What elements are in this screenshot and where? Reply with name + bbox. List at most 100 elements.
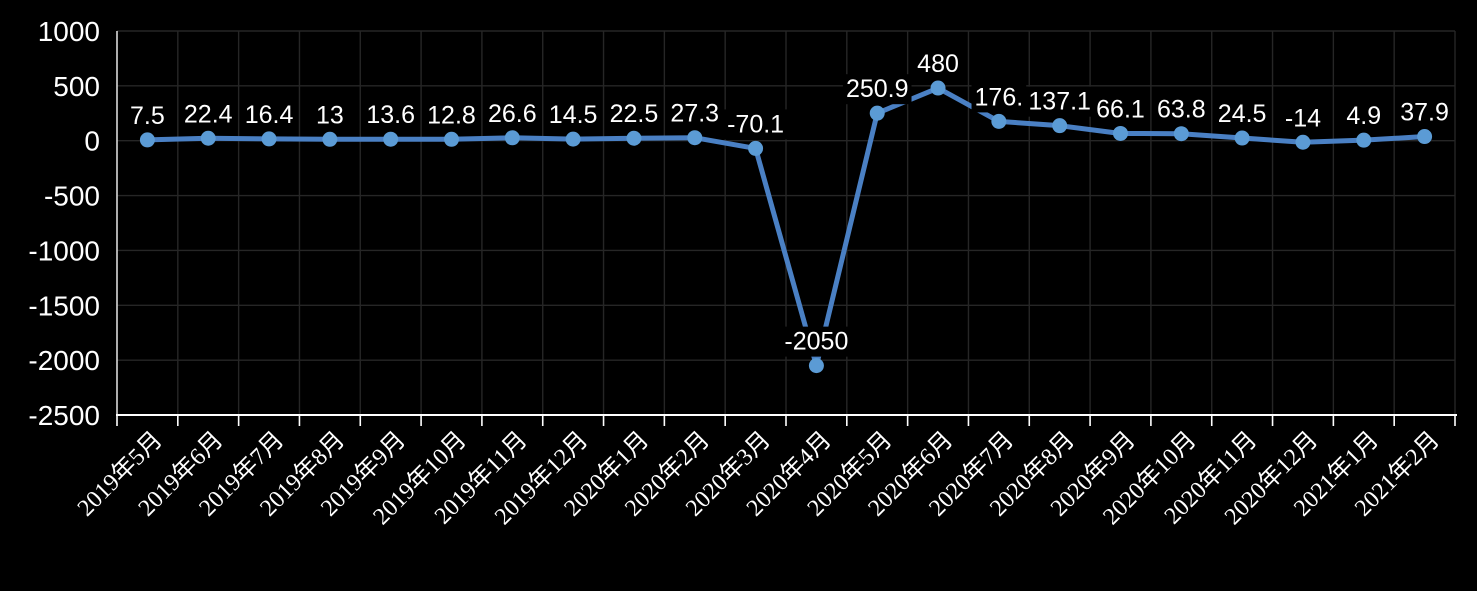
data-point-label: 16.4 [241, 99, 297, 130]
data-point-label: 63.8 [1153, 94, 1209, 125]
data-point-label-text: 16.4 [245, 101, 294, 129]
data-point-label: 7.5 [127, 100, 168, 131]
data-point-marker [1113, 125, 1128, 141]
data-point-label: 480 [914, 49, 962, 80]
data-point-label: 13.6 [363, 100, 419, 131]
data-point-label-text: 37.9 [1400, 99, 1449, 127]
data-point-label-bg [606, 99, 662, 130]
data-point-labels: 7.5 22.4 16.4 13 13.6 12.8 26.6 14.5 22.5 27.3 -70… [127, 49, 1452, 357]
data-point-marker [748, 140, 764, 156]
data-point-label-text: 66.1 [1096, 95, 1145, 123]
data-point-label-text: 14.5 [549, 101, 598, 129]
y-tick-label: -2500 [28, 400, 100, 431]
data-point-label-bg [1093, 94, 1148, 125]
data-point-marker [1052, 118, 1068, 134]
data-point-label: 4.9 [1343, 101, 1385, 132]
data-point-marker [687, 130, 703, 146]
data-point-label-text: 250.9 [846, 75, 909, 103]
data-point-label-text: 176. [975, 83, 1024, 111]
data-point-label-bg [424, 100, 479, 131]
data-point-label-bg [484, 98, 540, 129]
data-point-label: 13 [312, 100, 347, 131]
x-axis-tick-labels: 2019年5月2019年6月2019年7月2019年8月2019年9月2019年… [72, 426, 1445, 530]
data-point-marker [1173, 126, 1189, 142]
data-point-label: 22.4 [180, 99, 236, 130]
data-point-marker [808, 358, 824, 374]
data-point-label-text: 22.5 [610, 100, 659, 128]
data-point-label-bg [1025, 86, 1094, 117]
data-point-label-bg [1281, 103, 1325, 134]
data-point-label-text: 27.3 [670, 100, 719, 128]
data-point-label: 26.6 [484, 98, 540, 129]
data-point-label: -70.1 [724, 109, 788, 140]
data-point-marker [626, 130, 642, 146]
y-axis-tick-labels: 1000 500 0 -500 -1000 -1500 -2000 -2500 [28, 16, 100, 431]
data-point-marker [869, 105, 885, 121]
data-point-label-text: -14 [1285, 104, 1321, 132]
data-point-marker [1295, 134, 1311, 150]
data-point-label-bg [971, 82, 1027, 113]
data-point-markers [139, 80, 1433, 374]
data-point-label-bg [127, 100, 168, 131]
data-point-marker [1356, 132, 1372, 148]
y-tick-label: 500 [53, 71, 100, 102]
data-point-label: 137.1 [1025, 86, 1094, 117]
data-point-label-text: 7.5 [130, 102, 165, 130]
data-point-marker [991, 113, 1007, 129]
data-point-label: 12.8 [424, 100, 479, 131]
data-point-label-text: 137.1 [1028, 88, 1091, 116]
gridlines [117, 30, 1456, 415]
data-point-label-text: 12.8 [427, 101, 476, 129]
data-point-marker [261, 131, 277, 147]
y-tick-label: -2000 [28, 345, 100, 376]
data-point-label: 27.3 [667, 98, 723, 129]
data-point-marker [322, 131, 338, 147]
data-point-label-text: -2050 [784, 328, 848, 356]
data-point-label-text: 13.6 [366, 101, 415, 129]
data-point-label: 250.9 [842, 74, 912, 105]
data-point-label-bg [312, 100, 347, 131]
data-point-label: -14 [1281, 103, 1325, 134]
data-point-label: 14.5 [545, 100, 601, 131]
y-tick-label: -500 [44, 181, 100, 212]
data-point-label: -2050 [781, 326, 852, 357]
data-point-label-bg [667, 98, 723, 129]
data-point-marker [1234, 130, 1250, 146]
data-point-label-text: 13 [316, 101, 344, 129]
data-point-label: 22.5 [606, 99, 662, 130]
data-point-label-text: 4.9 [1346, 102, 1381, 130]
data-point-marker [1417, 129, 1433, 145]
data-point-label-text: 480 [917, 50, 959, 78]
data-point-label: 176. [971, 82, 1027, 113]
data-point-marker [383, 131, 399, 147]
data-point-label-bg [1397, 97, 1452, 128]
data-point-marker [444, 131, 459, 147]
data-point-label-bg [363, 100, 419, 131]
data-point-label-text: 22.4 [184, 100, 233, 128]
data-point-label-text: 24.5 [1218, 100, 1267, 128]
data-point-label-text: -70.1 [727, 110, 784, 138]
data-point-label: 24.5 [1214, 99, 1270, 130]
data-series-line [144, 85, 1428, 369]
data-point-label-text: 63.8 [1157, 96, 1206, 124]
y-tick-label: 0 [84, 126, 100, 157]
data-point-label-bg [545, 100, 601, 131]
data-point-label-bg [1343, 101, 1385, 132]
data-point-marker [930, 80, 946, 96]
data-point-label-bg [180, 99, 236, 130]
data-point-label-text: 26.6 [488, 100, 537, 128]
data-point-label-bg [1214, 99, 1270, 130]
data-point-label: 37.9 [1397, 97, 1452, 128]
y-tick-label: 1000 [38, 16, 100, 47]
data-point-label-bg [781, 326, 852, 357]
data-point-label-bg [724, 109, 788, 140]
data-point-label-bg [914, 49, 962, 80]
data-point-marker [139, 132, 155, 148]
data-point-label: 66.1 [1093, 94, 1148, 125]
data-point-marker [200, 130, 216, 146]
data-point-label-bg [842, 74, 912, 105]
y-tick-label: -1000 [28, 235, 100, 266]
data-point-label-bg [1153, 94, 1209, 125]
